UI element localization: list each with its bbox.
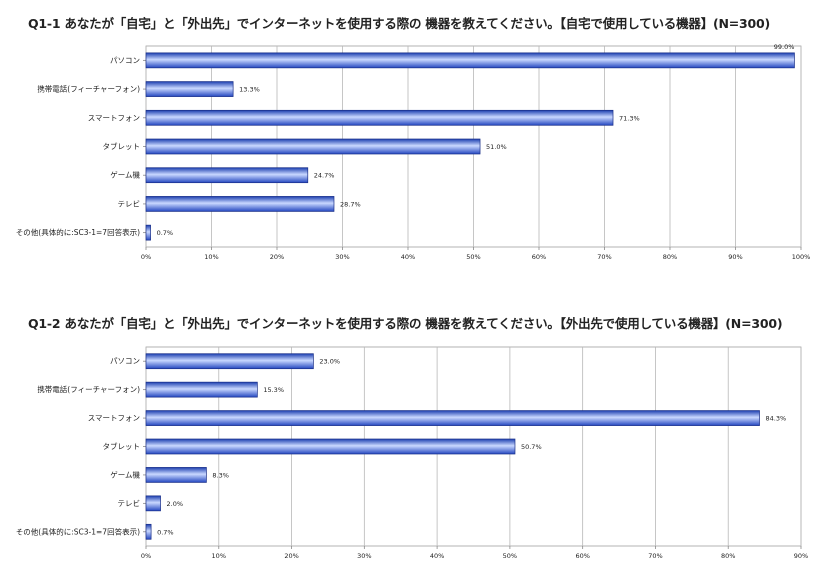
- chart-2-bar: [145, 467, 207, 483]
- chart-2-category-label: タブレット: [103, 441, 141, 451]
- chart-1-bar: [145, 224, 151, 241]
- chart-1-title: Q1-1 あなたが「自宅」と「外出先」でインターネットを使用する際の 機器を教え…: [28, 16, 771, 31]
- chart-1-tick-label: 90%: [728, 253, 742, 261]
- chart-2-tick-label: 60%: [575, 552, 589, 560]
- chart-1-tick-label: 0%: [141, 253, 151, 261]
- chart-2-tick-label: 70%: [648, 552, 662, 560]
- chart-1-bar: [145, 81, 234, 97]
- chart-1-tick-label: 30%: [335, 253, 349, 261]
- chart-1-value-label: 28.7%: [340, 200, 361, 208]
- chart-1-category-label: 携帯電話(フィーチャーフォン): [37, 84, 140, 94]
- chart-1-tick-label: 40%: [401, 253, 415, 261]
- chart-2-category-label: その他(具体的に:SC3-1=7回答表示): [16, 526, 140, 536]
- chart-2-bar: [145, 438, 516, 455]
- chart-1-tick-label: 80%: [663, 253, 677, 261]
- chart-1-bar: [145, 167, 309, 184]
- chart-2-tick-label: 50%: [503, 552, 517, 560]
- chart-2-category-label: 携帯電話(フィーチャーフォン): [37, 384, 140, 394]
- chart-2-tick-label: 80%: [721, 552, 735, 560]
- chart-1-tick-label: 70%: [597, 253, 611, 261]
- chart-2-value-label: 84.3%: [766, 415, 787, 423]
- chart-1-category-label: テレビ: [118, 199, 141, 208]
- chart-2-value-label: 0.7%: [157, 528, 174, 536]
- chart-1-value-label: 99.0%: [774, 43, 795, 51]
- chart-2-value-label: 2.0%: [167, 500, 184, 508]
- chart-1-value-label: 71.3%: [619, 114, 640, 122]
- chart-2-bar: [145, 381, 258, 398]
- chart-2-category-label: スマートフォン: [88, 414, 140, 423]
- chart-2-tick-label: 30%: [357, 552, 371, 560]
- chart-2-tick-label: 90%: [794, 552, 808, 560]
- chart-1-plot: 0% 10% 20% 30% 40% 50% 60% 70% 80% 90% 100% パソコン 99.…: [16, 43, 811, 261]
- chart-2-tick-label: 40%: [430, 552, 444, 560]
- chart-1-value-label: 51.0%: [486, 143, 507, 151]
- chart-1-bar: [145, 109, 614, 126]
- chart-2-bar: [145, 353, 314, 370]
- chart-1-bar: [145, 52, 795, 69]
- chart-1-bar: [145, 138, 481, 155]
- chart-1-tick-label: 10%: [204, 253, 218, 261]
- chart-2-tick-label: 10%: [212, 552, 226, 560]
- chart-1-category-label: その他(具体的に:SC3-1=7回答表示): [16, 227, 140, 237]
- chart-2-tick-label: 20%: [284, 552, 298, 560]
- chart-1-value-label: 0.7%: [157, 229, 174, 237]
- chart-2-value-label: 15.3%: [263, 386, 284, 394]
- chart-2-category-label: テレビ: [118, 499, 141, 508]
- chart-1-tick-label: 60%: [532, 253, 546, 261]
- chart-1-category-label: ゲーム機: [110, 170, 140, 180]
- chart-2-category-label: パソコン: [110, 357, 140, 366]
- chart-2-tick-label: 0%: [141, 552, 151, 560]
- chart-1-tick-label: 50%: [466, 253, 480, 261]
- chart-1-category-label: タブレット: [103, 141, 141, 151]
- chart-1-category-label: スマートフォン: [88, 113, 140, 122]
- chart-1-value-label: 24.7%: [314, 172, 335, 180]
- chart-2-title: Q1-2 あなたが「自宅」と「外出先」でインターネットを使用する際の 機器を教え…: [28, 316, 783, 331]
- chart-1-category-label: パソコン: [110, 56, 140, 65]
- chart-2-category-label: ゲーム機: [110, 469, 140, 479]
- chart-2-value-label: 8.3%: [212, 471, 229, 479]
- chart-1-tick-label: 20%: [270, 253, 284, 261]
- chart-2-bar: [145, 410, 760, 426]
- chart-2-value-label: 23.0%: [319, 358, 340, 366]
- chart-1-bar: [145, 196, 335, 212]
- chart-1-value-label: 13.3%: [239, 86, 260, 94]
- chart-2-value-label: 50.7%: [521, 443, 542, 451]
- chart-1-tick-label: 100%: [792, 253, 811, 261]
- chart-2-bar: [145, 495, 161, 512]
- chart-2-bar: [145, 523, 152, 540]
